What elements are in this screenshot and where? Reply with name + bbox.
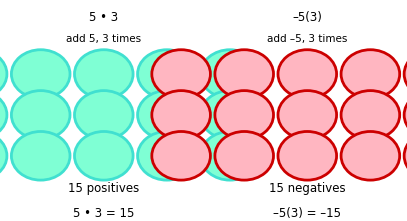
Ellipse shape [278, 91, 337, 139]
Ellipse shape [0, 50, 7, 98]
Ellipse shape [341, 50, 400, 98]
Ellipse shape [0, 131, 7, 180]
Text: 5 • 3 = 15: 5 • 3 = 15 [73, 207, 134, 220]
Text: 15 positives: 15 positives [68, 182, 140, 195]
Ellipse shape [278, 131, 337, 180]
Ellipse shape [74, 50, 133, 98]
Ellipse shape [152, 131, 210, 180]
Ellipse shape [0, 91, 7, 139]
Ellipse shape [152, 91, 210, 139]
Text: add 5, 3 times: add 5, 3 times [66, 34, 141, 44]
Ellipse shape [278, 50, 337, 98]
Text: –5(3) = –15: –5(3) = –15 [273, 207, 341, 220]
Ellipse shape [138, 91, 196, 139]
Ellipse shape [215, 91, 274, 139]
Ellipse shape [201, 91, 259, 139]
Text: –5(3): –5(3) [292, 11, 322, 24]
Text: add –5, 3 times: add –5, 3 times [267, 34, 348, 44]
Ellipse shape [138, 131, 196, 180]
Ellipse shape [341, 131, 400, 180]
Ellipse shape [11, 91, 70, 139]
Text: 15 negatives: 15 negatives [269, 182, 346, 195]
Ellipse shape [404, 131, 407, 180]
Ellipse shape [201, 50, 259, 98]
Ellipse shape [11, 50, 70, 98]
Ellipse shape [341, 91, 400, 139]
Ellipse shape [215, 50, 274, 98]
Ellipse shape [201, 131, 259, 180]
Ellipse shape [404, 91, 407, 139]
Text: 5 • 3: 5 • 3 [89, 11, 118, 24]
Ellipse shape [11, 131, 70, 180]
Ellipse shape [215, 131, 274, 180]
Ellipse shape [404, 50, 407, 98]
Ellipse shape [74, 91, 133, 139]
Ellipse shape [138, 50, 196, 98]
Ellipse shape [152, 50, 210, 98]
Ellipse shape [74, 131, 133, 180]
